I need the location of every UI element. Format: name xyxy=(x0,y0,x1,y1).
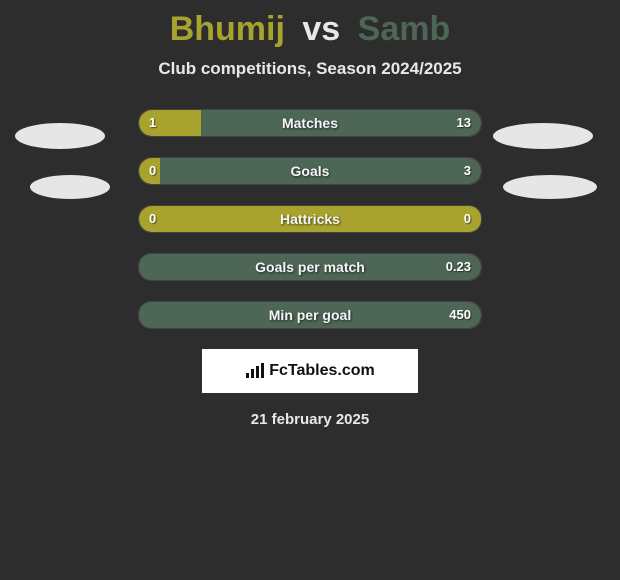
stat-label: Goals xyxy=(139,158,481,184)
subtitle: Club competitions, Season 2024/2025 xyxy=(0,59,620,79)
stat-label: Matches xyxy=(139,110,481,136)
decor-ellipse xyxy=(30,175,110,199)
player1-name: Bhumij xyxy=(170,10,285,48)
stat-label: Hattricks xyxy=(139,206,481,232)
brand-text: FcTables.com xyxy=(269,362,375,380)
stat-row: 00Hattricks xyxy=(138,205,482,233)
stat-label: Goals per match xyxy=(139,254,481,280)
decor-ellipse xyxy=(15,123,105,149)
brand-box[interactable]: FcTables.com xyxy=(202,349,418,393)
stat-bars: 113Matches 03Goals 00Hattricks 0.23Goals pe… xyxy=(138,109,482,329)
stat-row: 450Min per goal xyxy=(138,301,482,329)
decor-ellipse xyxy=(493,123,593,149)
stat-row: 113Matches xyxy=(138,109,482,137)
player2-name: Samb xyxy=(358,10,451,48)
chart-area: 113Matches 03Goals 00Hattricks 0.23Goals pe… xyxy=(0,109,620,329)
footer-date: 21 february 2025 xyxy=(0,411,620,428)
comparison-widget: Bhumij vs Samb Club competitions, Season… xyxy=(0,0,620,580)
stat-row: 03Goals xyxy=(138,157,482,185)
stat-row: 0.23Goals per match xyxy=(138,253,482,281)
decor-ellipse xyxy=(503,175,597,199)
stat-label: Min per goal xyxy=(139,302,481,328)
bar-chart-icon xyxy=(245,363,265,379)
page-title: Bhumij vs Samb xyxy=(0,0,620,49)
vs-separator: vs xyxy=(302,10,340,48)
